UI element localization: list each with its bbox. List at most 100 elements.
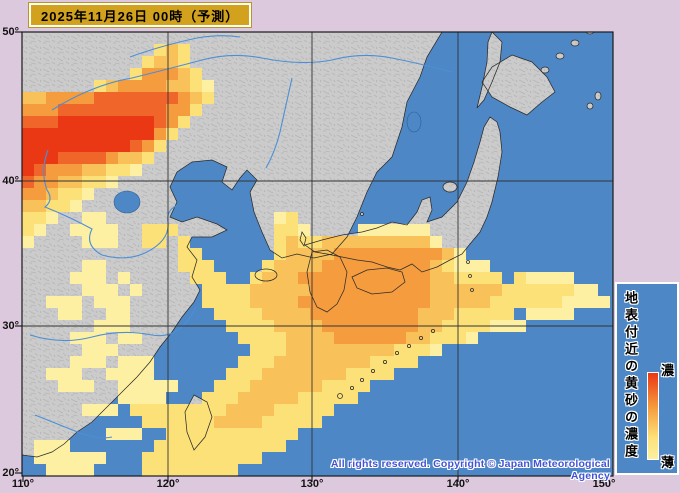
dust-cell: [226, 452, 238, 464]
dust-cell: [82, 344, 94, 356]
dust-cell: [202, 416, 214, 428]
dust-cell: [538, 272, 550, 284]
dust-cell: [94, 284, 106, 296]
dust-cell: [322, 272, 334, 284]
dust-cell: [382, 224, 394, 236]
dust-cell: [154, 452, 166, 464]
dust-cell: [106, 368, 118, 380]
dust-cell: [46, 140, 58, 152]
dust-cell: [22, 116, 34, 128]
dust-cell: [58, 200, 70, 212]
dust-cell: [178, 116, 190, 128]
dust-cell: [262, 272, 274, 284]
dust-cell: [382, 284, 394, 296]
dust-cell: [106, 284, 118, 296]
dust-cell: [274, 356, 286, 368]
dust-cell: [166, 440, 178, 452]
dust-cell: [298, 332, 310, 344]
dust-cell: [178, 92, 190, 104]
dust-cell: [298, 248, 310, 260]
dust-cell: [550, 296, 562, 308]
dust-cell: [382, 296, 394, 308]
forecast-title-box: 2025年11月26日 00時（予測）: [29, 3, 252, 27]
dust-cell: [454, 248, 466, 260]
dust-cell: [262, 404, 274, 416]
dust-cell: [586, 296, 598, 308]
dust-cell: [406, 284, 418, 296]
dust-cell: [106, 236, 118, 248]
dust-cell: [274, 392, 286, 404]
dust-cell: [406, 248, 418, 260]
dust-cell: [214, 392, 226, 404]
dust-cell: [22, 176, 34, 188]
dust-cell: [142, 380, 154, 392]
dust-cell: [190, 260, 202, 272]
dust-cell: [94, 224, 106, 236]
dust-cell: [22, 92, 34, 104]
dust-cell: [202, 392, 214, 404]
dust-cell: [298, 404, 310, 416]
dust-cell: [346, 356, 358, 368]
dust-cell: [454, 296, 466, 308]
dust-cell: [298, 296, 310, 308]
dust-cell: [238, 416, 250, 428]
dust-cell: [22, 188, 34, 200]
dust-cell: [130, 68, 142, 80]
dust-cell: [214, 296, 226, 308]
dust-cell: [406, 332, 418, 344]
dust-cell: [82, 92, 94, 104]
dust-cell: [406, 308, 418, 320]
dust-cell: [70, 452, 82, 464]
dust-cell: [430, 236, 442, 248]
dust-cell: [58, 188, 70, 200]
dust-cell: [22, 152, 34, 164]
dust-cell: [250, 356, 262, 368]
dust-cell: [250, 344, 262, 356]
dust-cell: [34, 116, 46, 128]
dust-cell: [190, 464, 202, 476]
dust-cell: [130, 392, 142, 404]
dust-cell: [358, 332, 370, 344]
dust-cell: [526, 284, 538, 296]
dust-cell: [334, 296, 346, 308]
dust-cell: [106, 428, 118, 440]
dust-cell: [430, 272, 442, 284]
dust-cell: [286, 332, 298, 344]
dust-cell: [118, 104, 130, 116]
dust-cell: [106, 104, 118, 116]
dust-cell: [430, 344, 442, 356]
dust-cell: [490, 272, 502, 284]
dust-cell: [562, 296, 574, 308]
dust-cell: [346, 296, 358, 308]
dust-cell: [22, 128, 34, 140]
dust-cell: [82, 140, 94, 152]
dust-cell: [70, 368, 82, 380]
graticule: [22, 32, 613, 476]
dust-cell: [226, 296, 238, 308]
dust-cell: [334, 368, 346, 380]
dust-cell: [442, 260, 454, 272]
dust-cell: [106, 164, 118, 176]
dust-cell: [262, 428, 274, 440]
dust-cell: [346, 284, 358, 296]
dust-cell: [178, 260, 190, 272]
dust-cell: [70, 128, 82, 140]
dust-cell: [82, 272, 94, 284]
dust-cell: [250, 368, 262, 380]
dust-cell: [550, 308, 562, 320]
dust-cell: [94, 164, 106, 176]
dust-cell: [322, 308, 334, 320]
axis-ticks: [15, 31, 605, 482]
dust-cell: [310, 416, 322, 428]
dust-cell: [334, 272, 346, 284]
dust-cell: [82, 464, 94, 476]
lat-label: 40°: [2, 175, 19, 187]
dust-cell: [370, 224, 382, 236]
dust-cell: [82, 356, 94, 368]
dust-cell: [70, 92, 82, 104]
dust-cell: [538, 284, 550, 296]
dust-cell: [346, 248, 358, 260]
dust-cell: [214, 464, 226, 476]
dust-cell: [310, 368, 322, 380]
